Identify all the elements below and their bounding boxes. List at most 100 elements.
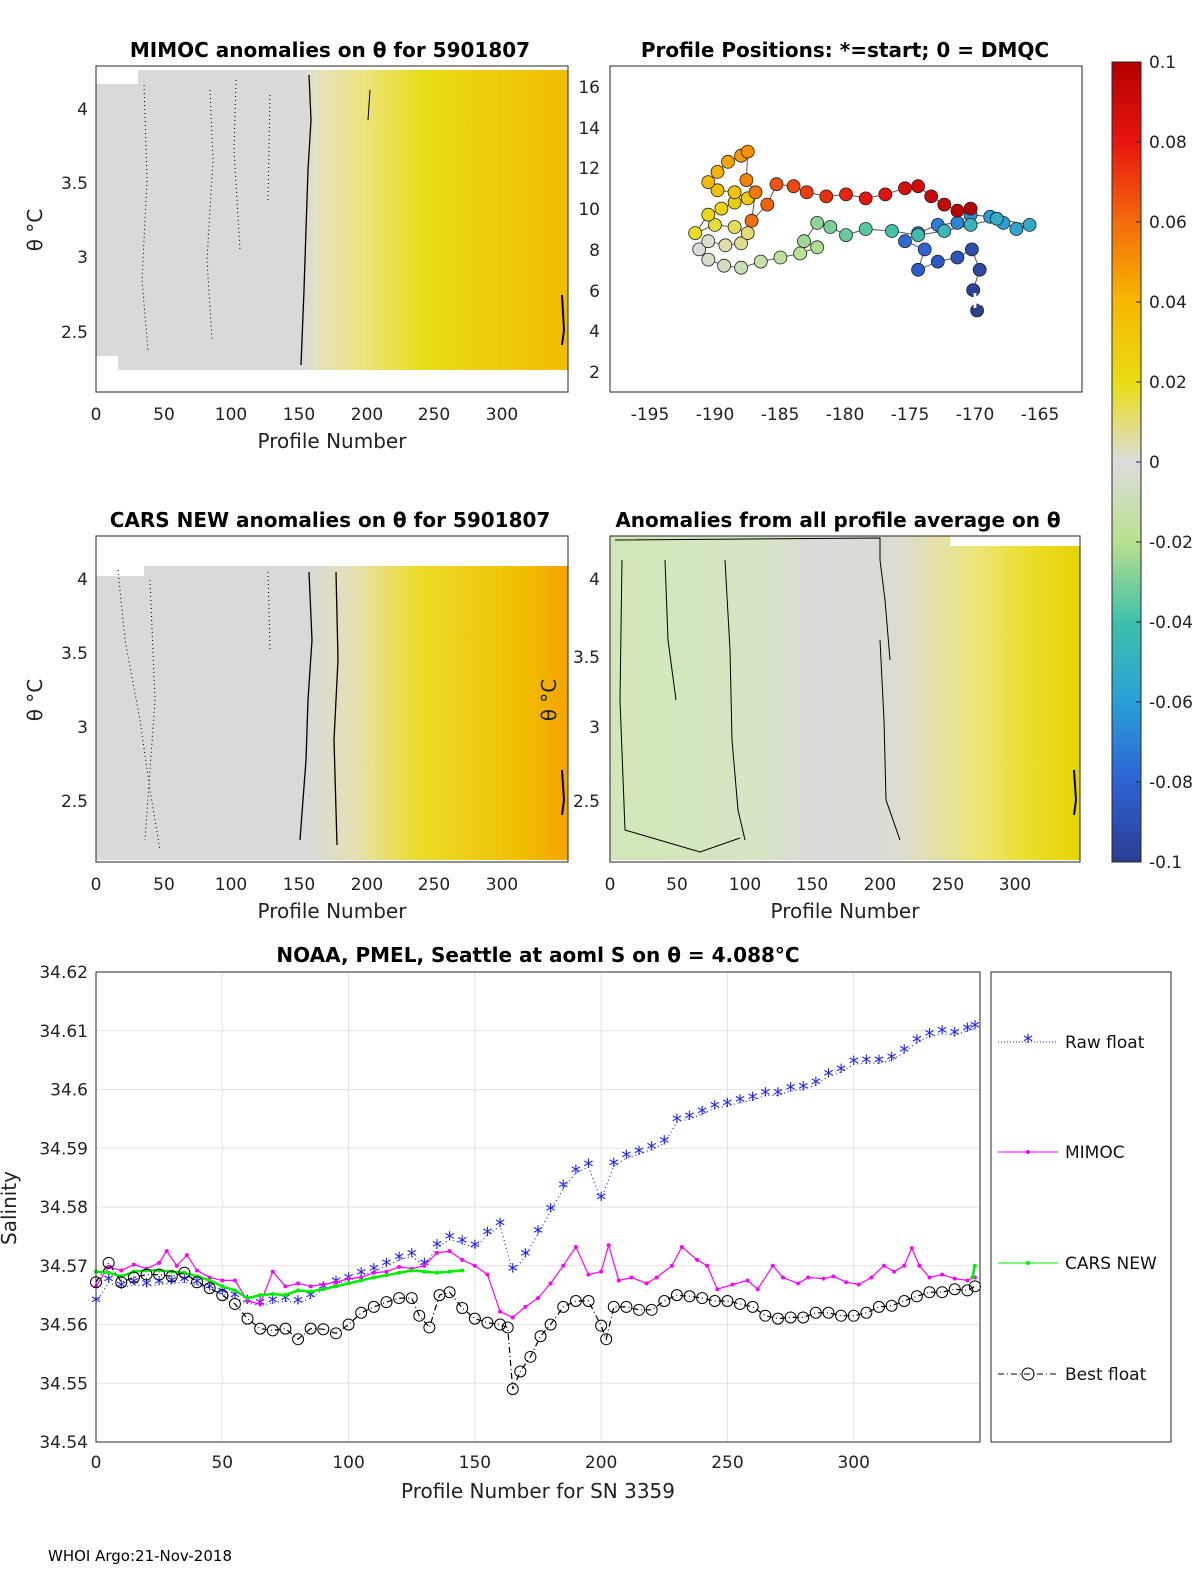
series-point: * [786,1079,796,1103]
allavg-heatmap-field [610,536,1080,860]
mimoc-ytick-label: 2.5 [61,323,88,343]
series-point: * [546,1200,556,1224]
cars-contour-line [333,571,339,846]
positions-xtick-label: -165 [1021,405,1060,425]
salinity-xtick-label: 0 [91,1453,102,1473]
series-point [822,1306,835,1319]
series-point [296,1281,301,1286]
series-point: * [924,1025,934,1049]
series-point: * [495,1214,505,1238]
series-point [191,1276,204,1289]
positions-track-point [950,203,965,218]
positions-track-point [727,185,742,200]
salinity-yticks: 34.54 34.55 34.56 34.57 34.58 34.59 34.6 34.61 3… [39,963,88,1453]
positions-track-point [718,238,733,253]
series-point [669,1263,674,1268]
mimoc-xtick-label: 250 [418,405,450,425]
allavg-xtick-label: 50 [666,875,688,895]
positions-xtick-label: -170 [956,405,995,425]
cars-title: CARS NEW anomalies on θ for 5901807 [110,508,551,532]
series-point: * [179,1270,189,1294]
positions-track-point [885,224,899,238]
positions-track-point [799,185,814,200]
cars-ytick-label: 4 [77,570,88,590]
positions-track-point [810,215,825,230]
series-point [759,1309,772,1322]
series-point [771,1312,784,1325]
positions-track-point [734,236,748,251]
cars-gap-top [96,536,568,566]
series-point [561,1263,566,1268]
salinity-ytick-label: 34.59 [39,1139,88,1159]
allavg-axes-box [609,535,1081,863]
series-point [127,1271,140,1284]
series-point [927,1275,932,1280]
series-point [174,1263,179,1268]
series-point [258,1301,263,1306]
series-point: * [887,1048,897,1072]
cars-contour-line [144,579,156,841]
series-point: * [280,1289,290,1313]
series-point: * [268,1291,278,1315]
positions-xtick-label: -185 [761,405,800,425]
allavg-gap-top-right [950,536,1080,546]
positions-xtick-label: -175 [891,405,930,425]
series-point [821,1276,826,1281]
positions-track-point [878,187,893,202]
positions-track-point [950,215,965,230]
cars-heatmap-field [96,560,568,860]
series-point: * [609,1154,619,1178]
series-point: * [457,1231,467,1255]
colorbar-tick-label: 0 [1149,453,1160,473]
series-point: * [381,1254,391,1278]
colorbar-tick-label: -0.1 [1149,853,1182,873]
allavg-contour-line [1073,769,1078,816]
cars-xtick-label: 200 [351,875,383,895]
salinity-ytick-label: 34.57 [39,1257,88,1277]
series-point [644,1281,649,1286]
positions-panel: Profile Positions: *=start; 0 = DMQC -19… [578,38,1083,425]
mimoc-gap-top [96,66,138,84]
series-point [599,1269,604,1274]
mimoc-contour-line [233,79,241,251]
series-point [548,1281,553,1286]
series-point [220,1284,225,1289]
allavg-panel: Anomalies from all profile average on θ … [537,508,1081,923]
allavg-xtick-label: 250 [932,875,964,895]
positions-track-point [972,262,987,277]
series-point: * [773,1083,783,1107]
cars-axes-box [95,535,569,863]
series-point [910,1290,923,1303]
series-point [573,1244,578,1249]
allavg-xtick-label: 300 [999,875,1031,895]
series-point: * [432,1236,442,1260]
series-point [422,1269,427,1274]
series-point: * [142,1274,152,1298]
positions-track-point [740,226,755,241]
series-point [409,1268,414,1273]
series-point [831,1274,836,1279]
series-point [266,1324,279,1337]
salinity-xtick-label: 50 [211,1453,233,1473]
series-point [770,1263,775,1268]
series-point [514,1365,527,1378]
series-point [207,1275,212,1280]
colorbar-ticks: 0.1 0.08 0.06 0.04 0.02 0 -0.02 -0.04 -0.06 -0.08… [1136,53,1193,873]
series-point [384,1269,389,1274]
allavg-xtick-label: 200 [864,875,896,895]
series-point [506,1383,519,1396]
cars-xtick-label: 50 [153,875,175,895]
allavg-ytick-label: 3 [589,718,600,738]
series-point [178,1266,191,1279]
series-point [961,1284,974,1297]
positions-track-point [963,217,978,232]
legend-marker-raw: * [1023,1030,1033,1054]
mimoc-xtick-label: 0 [91,405,102,425]
allavg-title: Anomalies from all profile average on θ [615,508,1060,532]
positions-track-point [937,224,952,238]
series-point: * [912,1031,922,1055]
series-point [371,1275,376,1280]
series-point [708,1295,721,1307]
series-point [165,1270,178,1283]
series-point: * [129,1273,139,1297]
